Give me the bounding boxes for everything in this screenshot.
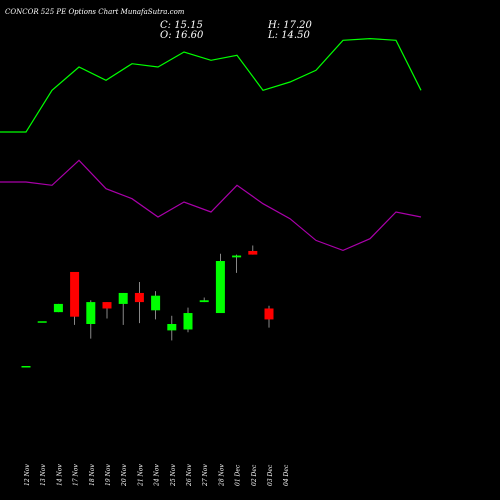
candle-body xyxy=(86,302,96,325)
indicator-layer xyxy=(0,37,422,252)
candle-body xyxy=(232,255,242,258)
x-tick-label: 26 Nov xyxy=(186,464,193,487)
open-value: O: 16.60 xyxy=(160,30,204,41)
x-tick-label: 28 Nov xyxy=(218,464,225,487)
candle-body xyxy=(37,321,47,323)
x-tick-label: 03 Dec xyxy=(267,464,274,486)
candle xyxy=(151,291,161,320)
candle xyxy=(183,307,193,333)
x-tick-label: 13 Nov xyxy=(40,464,47,486)
candle xyxy=(199,297,209,303)
x-tick-label: 12 Nov xyxy=(24,464,31,486)
candle-body xyxy=(183,313,193,330)
x-tick-label: 02 Dec xyxy=(251,464,258,486)
candle-layer xyxy=(21,245,274,368)
x-tick-label: 27 Nov xyxy=(202,464,209,487)
x-tick-label: 14 Nov xyxy=(56,464,63,486)
candle xyxy=(21,366,31,368)
candle-body xyxy=(151,295,161,311)
x-tick-label: 04 Dec xyxy=(283,464,290,486)
x-axis: 12 Nov 13 Nov 14 Nov 17 Nov 18 Nov 19 Nov 20 N… xyxy=(24,464,290,487)
candle-body xyxy=(53,303,63,313)
candle-body xyxy=(102,302,112,309)
candle-body xyxy=(215,261,225,314)
low-value: L: 14.50 xyxy=(268,30,310,41)
candle-body xyxy=(118,292,128,304)
candle xyxy=(118,292,128,325)
candle xyxy=(37,321,47,323)
candle-body xyxy=(134,292,144,303)
candle-body xyxy=(264,308,274,320)
candle xyxy=(264,305,274,328)
x-tick-label: 24 Nov xyxy=(154,464,161,487)
chart-title: CONCOR 525 PE Options Chart MunafaSutra.… xyxy=(5,8,185,16)
high-value: H: 17.20 xyxy=(268,20,312,31)
candle xyxy=(248,245,258,255)
x-tick-label: 19 Nov xyxy=(105,464,112,486)
x-tick-label: 21 Nov xyxy=(137,464,144,487)
candle xyxy=(167,315,177,341)
candle xyxy=(232,254,242,273)
candle-body xyxy=(248,250,258,255)
candle xyxy=(215,253,225,314)
candle xyxy=(70,271,80,325)
x-tick-label: 01 Dec xyxy=(235,464,242,486)
x-tick-label: 20 Nov xyxy=(121,464,128,487)
candle xyxy=(86,300,96,339)
upper-band-line xyxy=(0,37,422,133)
middle-band-line xyxy=(0,159,422,252)
candle xyxy=(102,302,112,319)
x-tick-label: 17 Nov xyxy=(73,464,80,486)
candle-body xyxy=(199,300,209,303)
candle xyxy=(134,282,144,324)
close-value: C: 15.15 xyxy=(160,20,203,31)
candle xyxy=(53,303,63,313)
candle-body xyxy=(21,366,31,368)
candle-body xyxy=(167,324,177,331)
x-tick-label: 25 Nov xyxy=(170,464,177,487)
x-tick-label: 18 Nov xyxy=(89,464,96,486)
candle-body xyxy=(70,271,80,317)
